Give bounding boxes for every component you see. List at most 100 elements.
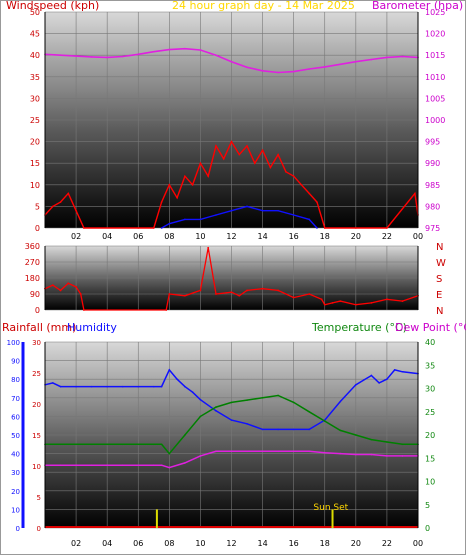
data-point <box>300 184 303 186</box>
data-point <box>90 443 93 446</box>
rain-tick-label: 0 <box>37 525 41 533</box>
data-point <box>323 66 326 68</box>
data-point <box>238 294 241 297</box>
data-point <box>121 385 124 388</box>
data-point <box>176 378 178 381</box>
left-ticks-1: 0 5 10 15 20 25 30 35 40 45 50 <box>30 8 40 233</box>
x-tick-label: 04 <box>102 539 112 548</box>
direction-label: N <box>436 242 443 253</box>
data-point <box>152 227 155 229</box>
y-tick-label: 45 <box>30 30 40 39</box>
rain-tick-label: 5 <box>37 494 41 502</box>
rain-tick-label: 10 <box>32 463 41 471</box>
direction-label: W <box>436 258 446 269</box>
y-tick-label: 30 <box>30 94 40 103</box>
data-point <box>246 289 248 292</box>
data-point <box>292 401 295 404</box>
data-point <box>152 443 155 446</box>
data-point <box>168 369 171 371</box>
data-point <box>277 289 280 292</box>
data-point <box>121 464 124 467</box>
data-point <box>67 282 70 285</box>
data-point <box>184 385 186 388</box>
panel-temp-humidity: 0 10 20 30 40 50 60 70 80 90 100 0 5 10 15 20 25 30 0 5 10… <box>2 321 466 548</box>
data-point <box>370 58 373 61</box>
x-tick-label: 06 <box>133 539 143 548</box>
data-point <box>152 464 155 467</box>
data-point <box>207 246 210 249</box>
data-point <box>165 309 168 311</box>
data-point <box>75 443 77 446</box>
data-point <box>51 382 54 384</box>
y2-tick-label: 1015 <box>425 51 445 60</box>
data-point <box>152 50 155 53</box>
data-point <box>106 385 108 388</box>
x-ticks-3: 02 04 06 08 10 12 14 16 18 20 22 00 <box>71 539 423 548</box>
x-ticks-1: 02 04 06 08 10 12 14 16 18 20 22 00 <box>71 232 423 241</box>
x-tick-label: 10 <box>195 232 205 241</box>
x-tick-label: 08 <box>164 539 174 548</box>
y-tick-label: 0 <box>35 306 40 315</box>
y2-tick-label: 1025 <box>425 8 445 17</box>
x-tick-label: 16 <box>289 539 299 548</box>
data-point <box>339 300 342 303</box>
data-point <box>246 450 248 453</box>
x-tick-label: 20 <box>351 539 361 548</box>
x-tick-label: 00 <box>413 539 423 548</box>
humidity-tick-label: 90 <box>11 358 20 366</box>
rain-tick-label: 15 <box>32 432 41 440</box>
data-point <box>246 145 248 147</box>
grid-1 <box>45 11 419 229</box>
data-point <box>246 399 248 401</box>
series-line-dew-point <box>45 450 418 469</box>
data-point <box>137 464 140 467</box>
direction-label: S <box>436 274 442 285</box>
data-point <box>215 145 217 147</box>
data-point <box>339 400 342 403</box>
data-point <box>320 298 323 301</box>
y-tick-label: 25 <box>30 116 40 125</box>
data-point <box>67 192 70 195</box>
x-tick-label: 06 <box>133 232 143 241</box>
data-point <box>378 382 380 384</box>
y2-tick-label: 1000 <box>425 116 445 125</box>
data-point <box>75 464 77 467</box>
data-point <box>199 49 202 51</box>
data-point <box>277 71 279 74</box>
x-tick-label: 10 <box>195 539 205 548</box>
data-point <box>370 438 373 441</box>
dewpoint-axis-label: Dew Point (°C) <box>395 321 466 334</box>
humidity-axis-label: Humidity <box>67 321 117 334</box>
data-point <box>308 450 311 453</box>
temp-tick-label: 15 <box>425 454 435 463</box>
data-point <box>401 370 404 373</box>
temp-tick-label: 20 <box>425 431 435 440</box>
data-point <box>230 450 233 453</box>
x-tick-label: 20 <box>351 232 361 241</box>
data-point <box>184 175 186 177</box>
data-point <box>230 401 233 404</box>
data-point <box>152 385 155 388</box>
data-point <box>215 406 217 408</box>
data-point <box>82 309 85 311</box>
data-point <box>308 410 311 413</box>
x-tick-label: 22 <box>382 539 392 548</box>
direction-label: E <box>436 290 442 301</box>
data-point <box>121 443 124 446</box>
data-point <box>386 227 388 229</box>
x-tick-label: 14 <box>257 232 267 241</box>
humidity-tick-label: 0 <box>16 525 20 533</box>
data-point <box>160 464 163 467</box>
humidity-tick-label: 10 <box>11 506 20 514</box>
rain-ticks: 0 5 10 15 20 25 30 <box>32 339 41 533</box>
data-point <box>199 415 202 418</box>
data-point <box>230 209 233 212</box>
data-point <box>168 48 171 51</box>
data-point <box>75 285 77 288</box>
series-2 <box>44 246 419 311</box>
data-point <box>355 434 357 436</box>
x-tick-label: 04 <box>102 232 112 241</box>
data-point <box>79 293 82 295</box>
